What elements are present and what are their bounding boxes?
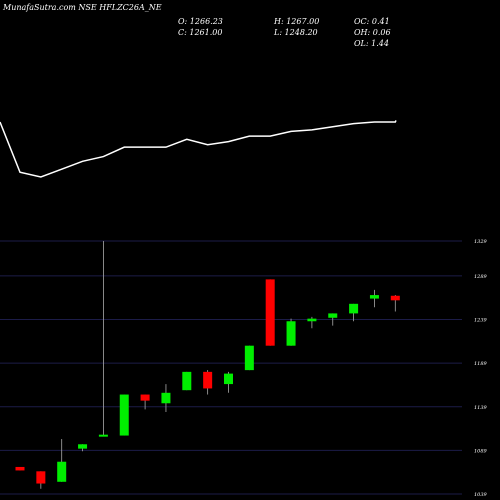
candle-body — [161, 392, 171, 404]
y-tick-label: 1239 — [474, 318, 488, 324]
candle-body — [78, 444, 88, 449]
candle-body — [36, 471, 46, 484]
candle-body — [182, 371, 192, 391]
candle-body — [57, 461, 67, 482]
ohlc-high: H: 1267.00 — [274, 17, 320, 26]
candle-body — [224, 373, 233, 385]
candle-body — [203, 371, 213, 389]
chart-title: MunafaSutra.com NSE HFLZC26A_NE — [3, 3, 162, 12]
candle-body — [119, 394, 129, 436]
y-tick-label: 1039 — [474, 492, 488, 498]
y-tick-label: 1189 — [474, 361, 488, 367]
candle-body — [390, 295, 400, 301]
candle-body — [265, 279, 275, 346]
candle-body — [98, 434, 108, 437]
y-tick-label: 1329 — [474, 239, 488, 245]
candle-body — [140, 394, 150, 401]
candle-body — [307, 318, 317, 322]
ohlc-oc: OC: 0.41 — [354, 17, 390, 26]
ohlc-ol: OL: 1.44 — [354, 39, 389, 48]
candle-body — [15, 466, 25, 471]
y-tick-label: 1139 — [474, 405, 488, 411]
ohlc-open: O: 1266.23 — [178, 17, 223, 26]
candle-body — [328, 313, 338, 318]
ohlc-low: L: 1248.20 — [274, 28, 318, 37]
candle-body — [286, 321, 296, 346]
indicator-line — [0, 120, 397, 178]
y-tick-label: 1289 — [474, 274, 488, 280]
candle-body — [349, 303, 359, 314]
y-tick-label: 1089 — [474, 448, 488, 454]
candle-body — [369, 295, 379, 299]
candle-body — [244, 345, 254, 371]
ohlc-close: C: 1261.00 — [178, 28, 223, 37]
ohlc-oh: OH: 0.06 — [354, 28, 391, 37]
